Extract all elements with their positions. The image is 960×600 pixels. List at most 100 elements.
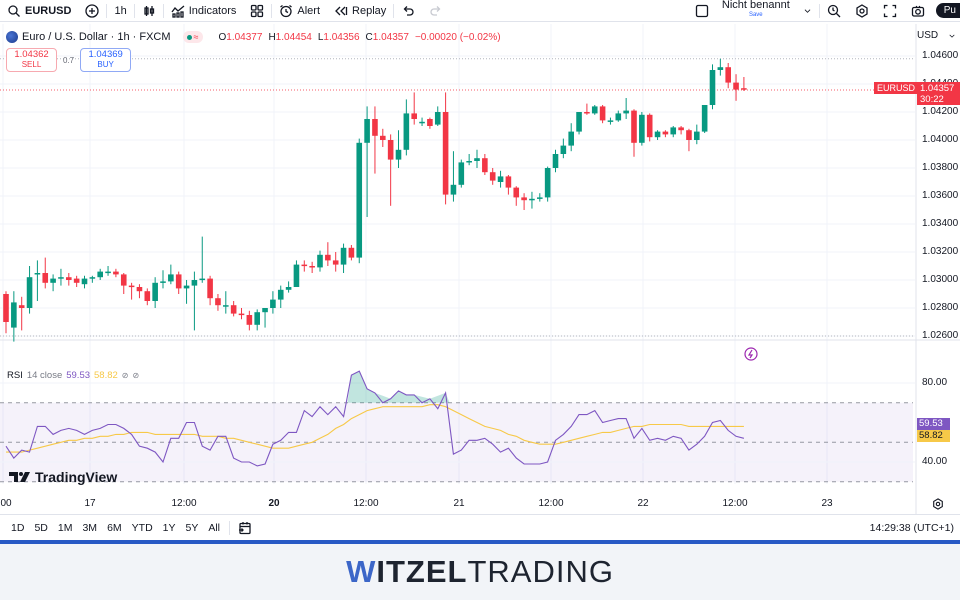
low-label: L — [317, 31, 324, 43]
layouts-button[interactable] — [243, 0, 271, 22]
chevron-down-icon — [804, 8, 811, 13]
price-scale-label: 1.02800 — [922, 302, 959, 313]
publish-button[interactable]: Pu — [935, 3, 960, 18]
hidden-value-icon: ⊘ — [121, 371, 129, 380]
range-all[interactable]: All — [208, 521, 221, 534]
range-1d[interactable]: 1D — [11, 521, 25, 534]
economic-event-icon[interactable] — [744, 347, 758, 361]
rsi-name: RSI — [7, 370, 23, 381]
open-label: O — [218, 31, 227, 43]
save-link[interactable]: Save — [748, 12, 763, 18]
layout-name: Nicht benannt — [721, 0, 790, 11]
alert-label: Alert — [297, 4, 321, 17]
buy-button[interactable]: 1.04369 BUY — [80, 48, 132, 72]
range-5d[interactable]: 5D — [34, 521, 48, 534]
price-scale-label: 1.04000 — [922, 134, 959, 145]
time-axis-label: 21 — [453, 498, 465, 509]
tradingview-logo[interactable]: TradingView — [9, 469, 117, 485]
price-scale-label: 1.04200 — [922, 106, 959, 117]
rsi-params: 14 close — [26, 370, 63, 381]
low-value: 1.04356 — [323, 31, 360, 43]
chart-canvas[interactable] — [0, 24, 960, 540]
price-scale-label: 1.02600 — [922, 330, 959, 341]
sell-label: SELL — [21, 60, 42, 69]
high-value: 1.04454 — [275, 31, 312, 43]
interval-label: 1h — [114, 4, 127, 17]
range-6m[interactable]: 6M — [107, 521, 122, 534]
chart-legend: Euro / U.S. Dollar · 1h · FXCM ≈ O1.0437… — [6, 31, 501, 43]
last-price: 1.04357 — [920, 83, 955, 94]
fullscreen-button[interactable] — [876, 0, 904, 22]
range-1m[interactable]: 1M — [57, 521, 73, 534]
currency-selector[interactable]: USD — [917, 30, 956, 41]
quick-search-button[interactable] — [820, 0, 848, 22]
top-toolbar: EURUSD 1h Indicators Alert Replay Nicht … — [0, 0, 960, 22]
compare-symbol-button[interactable] — [78, 0, 106, 22]
toolbar-divider — [162, 3, 164, 18]
candles-icon — [144, 5, 154, 16]
sell-button[interactable]: 1.04362 SELL — [6, 48, 57, 72]
symbol-price-tag: EURUSD — [874, 82, 919, 94]
market-status-badge[interactable]: ≈ — [182, 31, 203, 43]
toolbar-divider — [229, 520, 231, 535]
layout-menu-button[interactable] — [796, 0, 819, 22]
symbol-title[interactable]: Euro / U.S. Dollar · 1h · FXCM — [22, 31, 171, 43]
range-1y[interactable]: 1Y — [162, 521, 176, 534]
time-axis-label: 12:00 — [353, 498, 379, 509]
range-3m[interactable]: 3M — [82, 521, 98, 534]
spread-value: 0.7 — [63, 55, 75, 65]
layout-name-button[interactable]: Nicht benannt Save — [716, 0, 796, 20]
magnifier-clock-icon — [827, 4, 841, 17]
replay-label: Replay — [352, 4, 387, 17]
go-to-date-button[interactable] — [234, 521, 256, 535]
settings-button[interactable] — [848, 0, 876, 22]
redo-icon — [430, 5, 441, 16]
square-icon — [695, 4, 709, 17]
close-label: C — [365, 31, 373, 43]
undo-button[interactable] — [394, 0, 422, 22]
symbol-label: EURUSD — [25, 4, 72, 17]
chart-type-button[interactable] — [135, 0, 163, 22]
toolbar-divider — [393, 3, 395, 18]
time-axis-label: 00 — [0, 498, 12, 509]
fullscreen-icon — [883, 4, 896, 17]
rsi-value: 59.53 — [66, 370, 91, 381]
price-scale-label: 1.03400 — [922, 218, 959, 229]
currency-label: USD — [917, 30, 939, 41]
tradingview-wordmark: TradingView — [35, 469, 118, 485]
toolbar-divider — [133, 3, 135, 18]
clock-timezone[interactable]: 14:29:38 (UTC+1) — [869, 521, 954, 534]
change-value: −0.00020 (−0.02%) — [414, 31, 501, 43]
range-5y[interactable]: 5Y — [185, 521, 199, 534]
range-ytd[interactable]: YTD — [131, 521, 153, 534]
time-axis-settings-button[interactable] — [932, 497, 944, 515]
rsi-scale-label: 40.00 — [922, 456, 948, 467]
snapshot-button[interactable] — [904, 0, 932, 22]
undo-icon — [403, 5, 414, 16]
search-icon — [8, 4, 20, 17]
toolbar-divider — [818, 3, 820, 18]
rsi-ma-value: 58.82 — [94, 370, 118, 381]
replay-button[interactable]: Replay — [327, 0, 393, 22]
rsi-scale-label: 80.00 — [922, 377, 948, 388]
alert-button[interactable]: Alert — [272, 0, 327, 22]
gear-icon — [933, 498, 943, 510]
symbol-search-button[interactable]: EURUSD — [0, 0, 78, 22]
indicators-button[interactable]: Indicators — [164, 0, 244, 22]
price-scale-label: 1.03200 — [922, 246, 959, 257]
close-value: 1.04357 — [372, 31, 409, 43]
interval-button[interactable]: 1h — [107, 0, 133, 22]
layout-checkbox[interactable] — [688, 0, 716, 22]
plus-circle-icon — [85, 3, 100, 18]
rsi-legend[interactable]: RSI 14 close 59.53 58.82 ⊘ ⊘ — [7, 370, 139, 381]
indicators-label: Indicators — [188, 4, 237, 17]
footer-banner: W ITZEL TRADING — [0, 544, 960, 600]
price-scale-label: 1.04600 — [922, 50, 959, 61]
market-open-dot-icon — [186, 34, 192, 40]
grid-icon — [251, 4, 264, 17]
indicators-icon — [171, 5, 185, 18]
redo-button[interactable] — [422, 0, 450, 22]
camera-icon — [911, 5, 924, 17]
alarm-clock-icon — [280, 4, 293, 17]
buy-price: 1.04369 — [88, 49, 123, 60]
